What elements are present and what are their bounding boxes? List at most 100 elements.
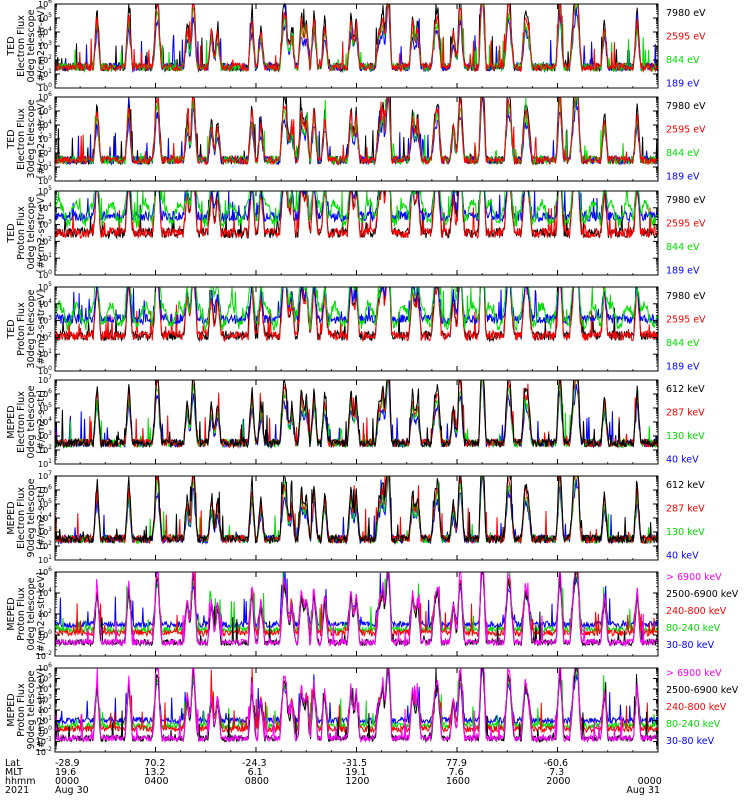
y-axis-label: TEDProton Flux0deg telescope[#/cm2-s-str… [6, 194, 47, 273]
y-tick-label: 101 [38, 458, 52, 469]
y-axis-label: TEDElectron Flux0deg telescope[#/cm2-s-s… [6, 7, 47, 86]
y-tick-label: 101 [38, 715, 52, 726]
y-tick-label: 103 [38, 40, 52, 51]
x-tick-mlt-2: 13.2 [144, 767, 166, 778]
legend-entry-4: 80-240 keV [666, 719, 721, 730]
x-tick-date-1: Aug 30 [55, 785, 89, 796]
legend-entry-4: 40 keV [666, 455, 699, 466]
y-tick-label: 105 [38, 673, 52, 684]
legend-entry-1: > 6900 keV [666, 572, 722, 583]
x-tick-hhmm-5: 1600 [445, 776, 470, 787]
x-tick-date-7: Aug 31 [626, 785, 661, 796]
y-tick-label: 106 [38, 484, 52, 495]
y-tick-label: 101 [38, 348, 52, 359]
y-tick-label: 104 [38, 202, 52, 213]
y-tick-label: 104 [38, 119, 52, 130]
x-tick-lat-6: -60.6 [543, 758, 569, 769]
legend-entry-1: 7980 eV [666, 291, 706, 302]
y-tick-label: 105 [38, 12, 52, 23]
series-3-trace [54, 379, 659, 449]
x-tick-lat-1: -28.9 [55, 758, 80, 769]
y-tick-label: 10-2 [36, 746, 52, 757]
y-axis-label: TEDProton Flux30deg telescope[#/cm2-s-st… [6, 289, 47, 368]
legend-entry-2: 287 keV [666, 408, 705, 419]
y-tick-label: 107 [38, 470, 52, 481]
y-tick-label: 103 [38, 694, 52, 705]
series-2-trace [54, 571, 659, 648]
legend-entry-3: 130 keV [666, 527, 705, 538]
y-tick-label: 100 [38, 175, 52, 186]
x-tick-hhmm-3: 0800 [244, 776, 269, 787]
y-tick-label: 103 [38, 315, 52, 326]
y-tick-label: 105 [38, 105, 52, 116]
x-tick-lat-2: 70.2 [144, 758, 166, 769]
y-tick-label: 100 [38, 725, 52, 736]
legend-entry-1: 7980 eV [666, 8, 706, 19]
y-tick-label: 100 [38, 365, 52, 376]
x-tick-lat-4: -31.5 [342, 758, 368, 769]
y-tick-label: 103 [38, 430, 52, 441]
y-tick-label: 102 [38, 540, 52, 551]
y-tick-label: 104 [38, 587, 52, 598]
legend-entry-1: 7980 eV [666, 101, 706, 112]
series-1-trace [54, 379, 659, 449]
y-tick-label: 102 [38, 704, 52, 715]
y-tick-label: 101 [38, 161, 52, 172]
legend-entry-3: 844 eV [666, 338, 700, 349]
y-tick-label: 106 [38, 91, 52, 102]
x-tick-hhmm-1: 0000 [55, 776, 80, 787]
legend-entry-3: 844 eV [666, 55, 700, 66]
legend-entry-4: 189 eV [666, 172, 700, 183]
legend-entry-4: 189 eV [666, 362, 700, 373]
y-tick-label: 102 [38, 444, 52, 455]
y-tick-label: 104 [38, 683, 52, 694]
y-tick-label: 106 [38, 662, 52, 673]
legend-entry-2: 2595 eV [666, 219, 706, 230]
x-tick-lat-5: 77.9 [445, 758, 467, 769]
legend-entry-2: 287 keV [666, 504, 705, 515]
y-tick-label: 105 [38, 498, 52, 509]
legend-entry-2: 2595 eV [666, 125, 706, 136]
x-tick-mlt-6: 7.3 [549, 767, 565, 778]
y-tick-label: 101 [38, 554, 52, 565]
y-tick-label: 102 [38, 54, 52, 65]
row-label-lat: Lat [5, 758, 20, 769]
legend-entry-2: 2595 eV [666, 32, 706, 43]
y-tick-label: 105 [38, 402, 52, 413]
legend-entry-2: 2595 eV [666, 315, 706, 326]
x-tick-hhmm-7: 0000 [637, 776, 662, 787]
legend-entry-4: 40 keV [666, 551, 699, 562]
legend-entry-3: 240-800 keV [666, 606, 727, 617]
y-tick-label: 10-2 [36, 650, 52, 661]
y-axis-label: MEPEDElectron Flux90deg telescope[#/cm2-… [6, 478, 47, 557]
y-tick-label: 10-1 [36, 736, 52, 747]
legend-entry-1: > 6900 keV [666, 668, 722, 679]
panel-frame [54, 3, 659, 89]
legend-entry-1: 7980 eV [666, 195, 706, 206]
legend-entry-1: 612 keV [666, 384, 705, 395]
y-axis-label: MEPEDProton Flux0deg telescope[#/cm2-s-s… [6, 572, 47, 656]
y-tick-label: 104 [38, 416, 52, 427]
panel-8-group: 10-210-1100101102103104105106MEPEDProton… [6, 662, 739, 757]
series-2-trace [54, 3, 659, 74]
legend-entry-5: 30-80 keV [666, 640, 715, 651]
y-tick-label: 107 [38, 374, 52, 385]
y-tick-label: 102 [38, 608, 52, 619]
y-tick-label: 103 [38, 133, 52, 144]
legend-entry-5: 30-80 keV [666, 736, 715, 747]
row-label-mlt: MLT [5, 767, 23, 778]
legend-entry-2: 2500-6900 keV [666, 685, 739, 696]
y-tick-label: 100 [38, 629, 52, 640]
y-tick-label: 106 [38, 566, 52, 577]
x-tick-hhmm-2: 0400 [144, 776, 169, 787]
